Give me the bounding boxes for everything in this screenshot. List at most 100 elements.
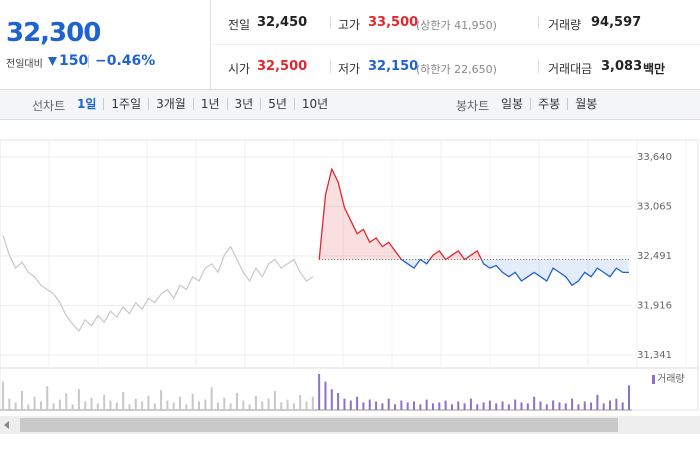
volume-bar — [242, 400, 245, 410]
tab[interactable]: 1일 — [77, 97, 97, 111]
volume-bar — [545, 404, 548, 410]
stat-value: 3,083 — [601, 59, 643, 74]
volume-bar — [52, 403, 55, 410]
prev-day-line — [2, 235, 314, 333]
volume-bar — [621, 402, 624, 410]
divider — [210, 0, 211, 89]
volume-bar — [394, 404, 397, 410]
volume-bar — [330, 389, 333, 410]
volume-bar — [514, 399, 517, 410]
stat-label: 거래대금 — [548, 62, 593, 76]
legend-swatch — [652, 375, 655, 384]
volume-bar — [469, 398, 472, 410]
tab-group-label: 선차트 — [32, 99, 66, 113]
stat-sub: (상한가 41,950) — [416, 19, 497, 32]
stat-value: 32,500 — [257, 59, 308, 74]
tab[interactable]: 10년 — [293, 98, 335, 110]
change: 150 — [59, 53, 89, 69]
divider — [330, 16, 331, 29]
tab-bar — [0, 90, 700, 120]
volume-bar — [122, 392, 125, 410]
volume-bar — [96, 403, 99, 410]
scroll-left[interactable] — [4, 421, 9, 429]
tab[interactable]: 1주일 — [103, 98, 148, 110]
tab[interactable]: 3개월 — [148, 98, 193, 110]
volume-bar — [457, 401, 460, 410]
volume-bar — [179, 396, 182, 410]
volume-bar — [254, 395, 257, 410]
stat-value: 32,150 — [368, 59, 419, 74]
volume-bar — [33, 396, 36, 410]
stat-value: 33,500 — [368, 15, 419, 30]
tab[interactable]: 1년 — [192, 98, 227, 110]
volume-bar — [520, 402, 523, 410]
volume-bar — [166, 400, 169, 410]
down-icon — [48, 57, 57, 66]
volume-bar — [299, 394, 302, 410]
volume-bar — [571, 398, 574, 410]
volume-bar — [185, 404, 188, 410]
tab[interactable]: 3년 — [226, 98, 261, 110]
line-down — [319, 259, 629, 287]
volume-bar — [564, 403, 567, 410]
volume-bar — [438, 402, 441, 410]
volume-bar — [615, 398, 618, 410]
volume-bar — [103, 394, 106, 410]
volume-bar — [248, 404, 251, 410]
volume-bar — [128, 404, 131, 410]
volume-bar — [609, 400, 612, 410]
volume-bar — [292, 403, 295, 410]
tab[interactable]: 주봉 — [530, 98, 567, 110]
volume-bar — [204, 399, 207, 410]
tab-group-label: 봉차트 — [456, 99, 490, 113]
volume-bar — [602, 403, 605, 410]
divider — [538, 60, 539, 73]
volume-bar — [431, 403, 434, 410]
volume-bar — [2, 381, 4, 410]
volume-bar — [356, 396, 359, 410]
tab-list: 일봉 주봉 월봉 — [494, 98, 604, 110]
area-down — [319, 259, 629, 286]
volume-bar — [27, 404, 30, 410]
volume-bar — [381, 403, 384, 410]
tab[interactable]: 5년 — [260, 98, 294, 110]
volume-bar — [482, 402, 485, 410]
volume-bar — [198, 401, 201, 410]
volume-bar — [191, 393, 194, 410]
volume-bar — [273, 391, 276, 410]
volume-bar — [280, 402, 283, 410]
volume-bar — [343, 398, 346, 410]
volume-bar — [558, 402, 561, 410]
volume-bar — [400, 400, 403, 410]
divider — [330, 60, 331, 73]
scrollbar-thumb[interactable] — [20, 418, 618, 432]
change-pct: −0.46% — [95, 53, 156, 69]
chart: 33,640 33,065 32,491 31,916 31,341 거래량 — [0, 139, 700, 434]
volume-bar — [318, 374, 321, 410]
stat-label: 거래량 — [548, 18, 582, 32]
volume-bar — [223, 397, 226, 410]
volume-bar — [160, 390, 163, 410]
volume-bar — [141, 401, 144, 410]
stat-label: 고가 — [338, 18, 361, 32]
volume-bar — [501, 401, 504, 410]
area-up — [319, 169, 629, 260]
volume-bar — [115, 402, 118, 410]
stat-label: 저가 — [338, 62, 361, 76]
volume-bar — [216, 402, 219, 410]
change-label: 전일대비 — [6, 59, 43, 70]
volume-bar — [147, 395, 150, 410]
volume-bar — [311, 396, 314, 410]
volume-bar — [153, 403, 156, 410]
volume-bar — [39, 401, 42, 410]
tab[interactable]: 월봉 — [567, 98, 604, 110]
volume-bar — [324, 381, 327, 410]
volume-bar — [20, 391, 23, 410]
volume-bar — [337, 392, 340, 410]
legend-label: 거래량 — [657, 373, 685, 385]
divider — [88, 55, 89, 68]
volume-bar — [71, 404, 74, 410]
volume-bar — [628, 385, 630, 410]
tab[interactable]: 일봉 — [501, 97, 524, 111]
